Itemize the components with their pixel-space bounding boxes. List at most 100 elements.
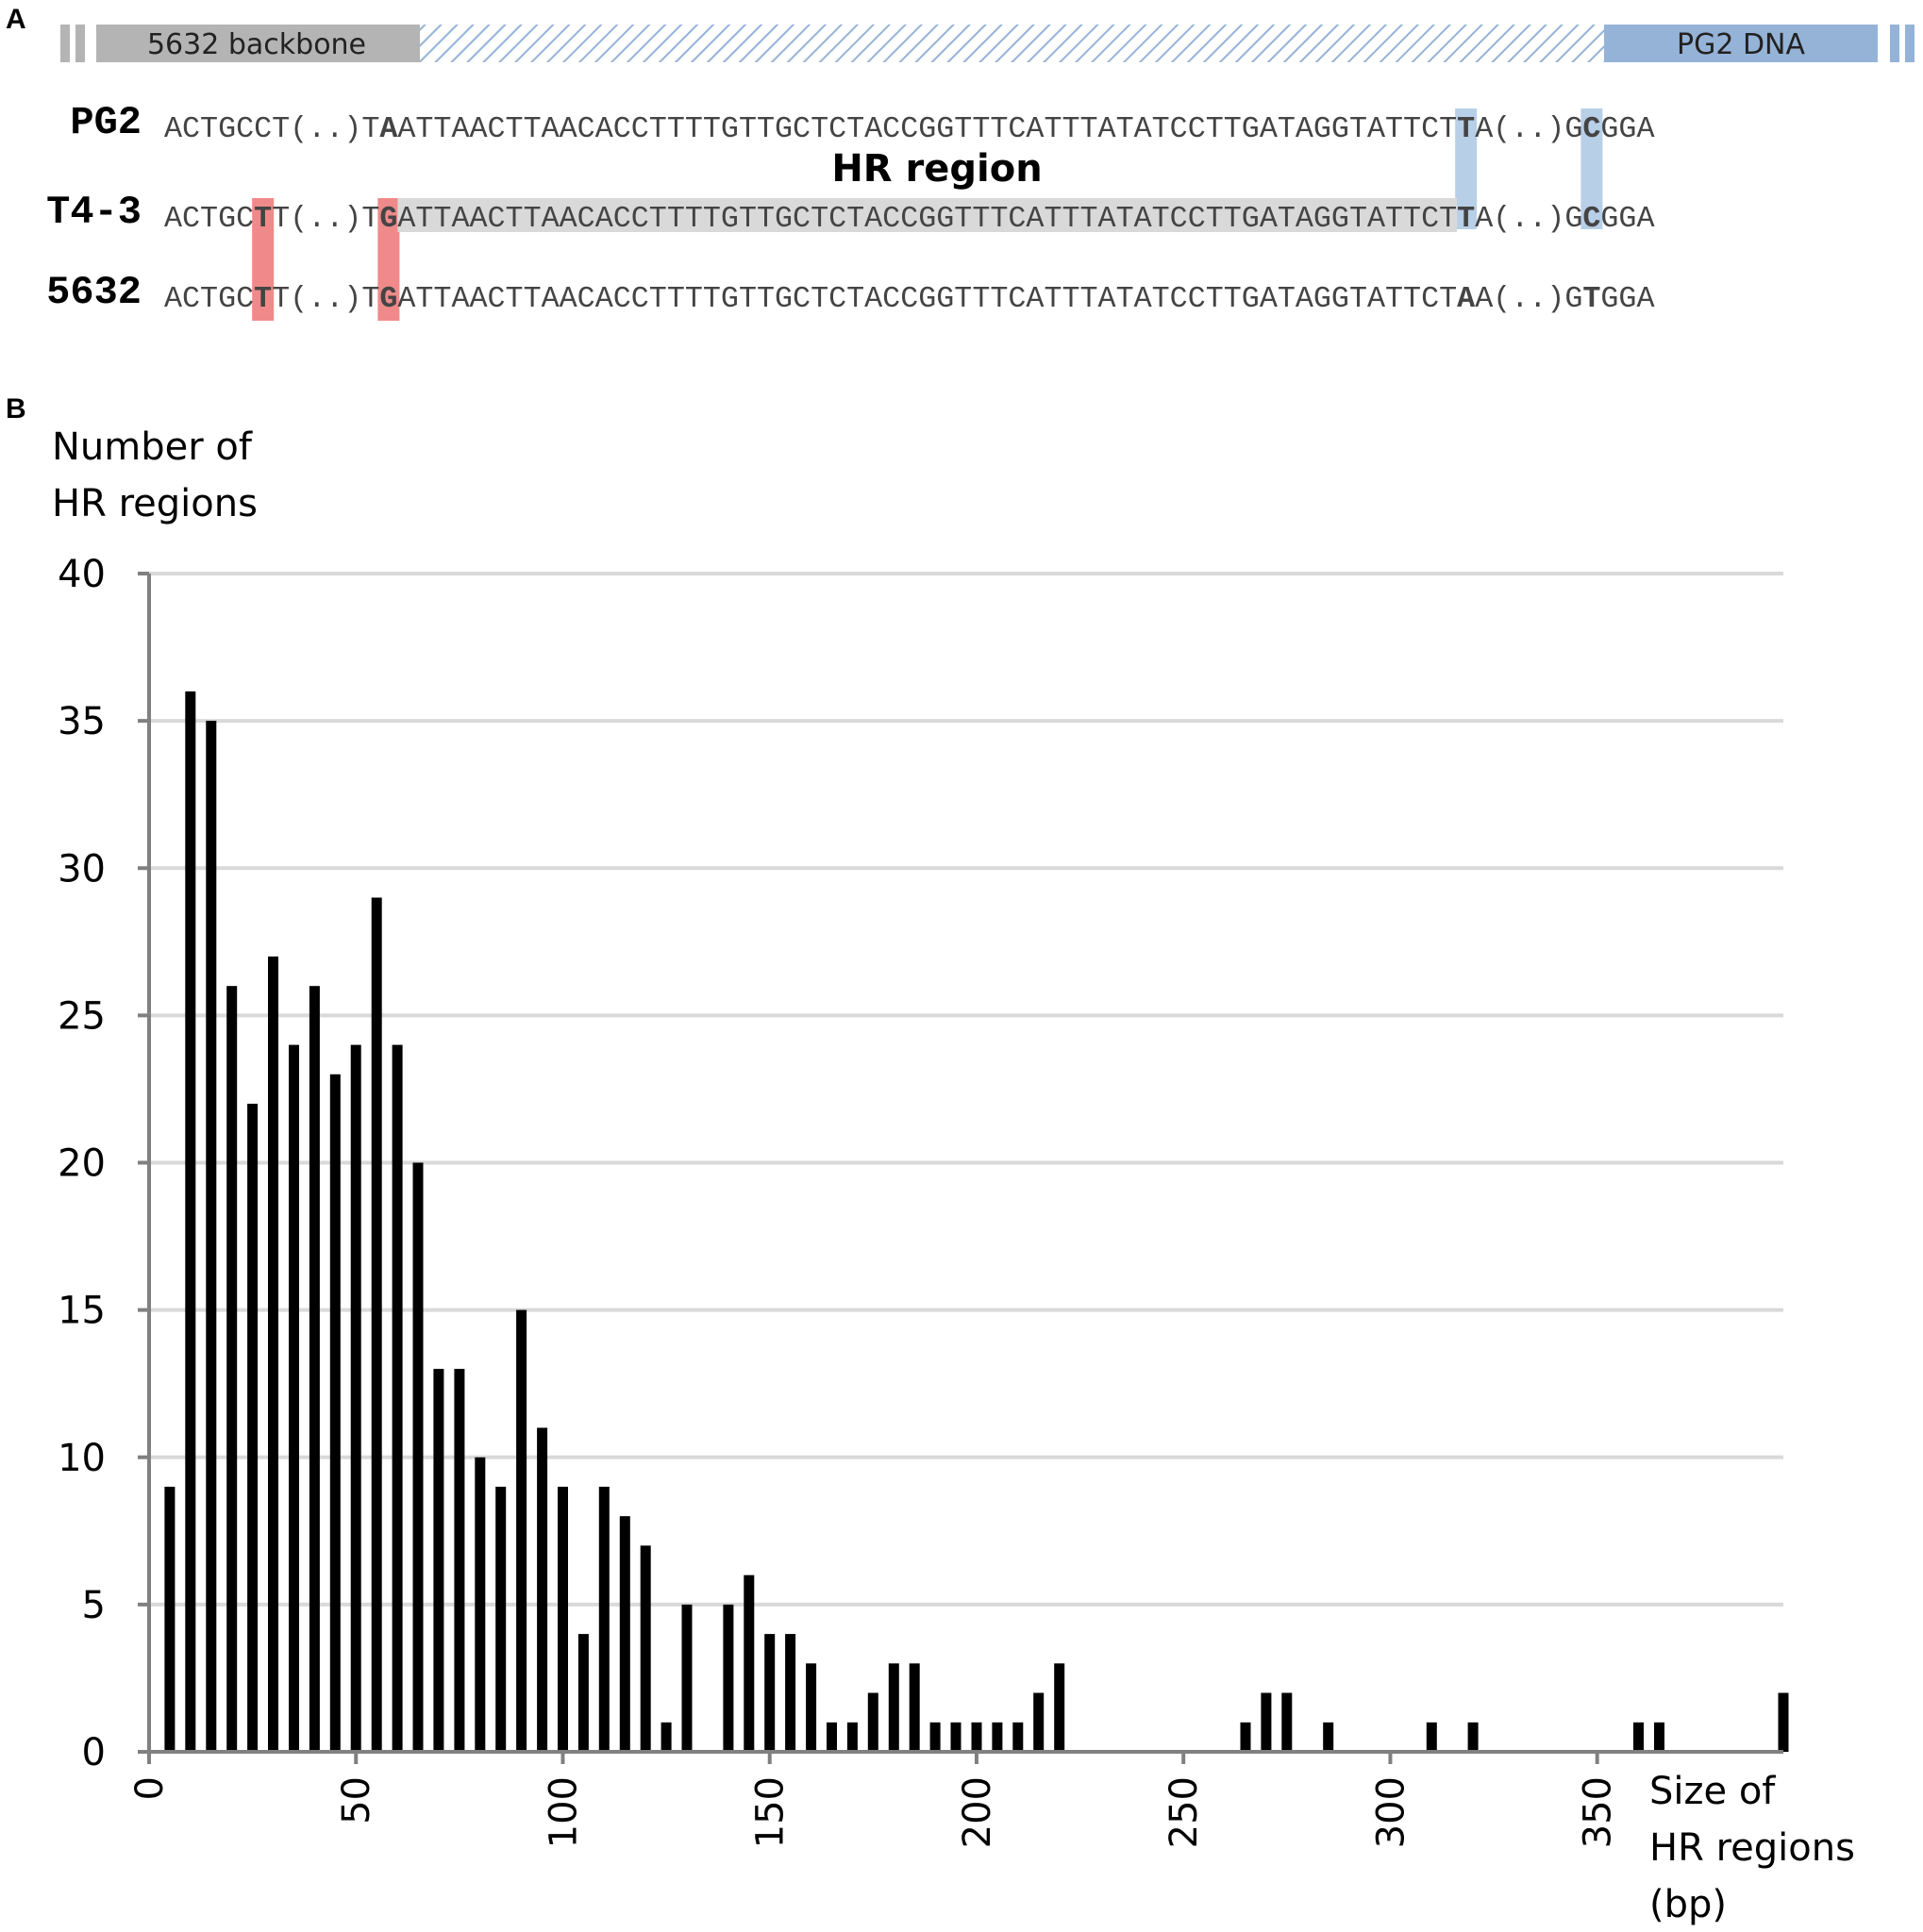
sequence-segment: T bbox=[254, 282, 272, 316]
backbone-label: 5632 backbone bbox=[147, 28, 366, 61]
bar bbox=[329, 1074, 341, 1752]
bar bbox=[1012, 1722, 1024, 1752]
gridlines bbox=[149, 572, 1783, 1607]
bar bbox=[1467, 1722, 1479, 1752]
sequence-name: PG2 bbox=[70, 100, 142, 145]
sequence-segment: G bbox=[1564, 112, 1582, 146]
bar bbox=[164, 1487, 176, 1752]
bar bbox=[950, 1722, 962, 1752]
construct-bar: 5632 backbone PG2 DNA bbox=[60, 25, 1915, 62]
sequence-segment: ACTGC bbox=[164, 282, 254, 316]
sequence-segment: T bbox=[361, 282, 379, 316]
pg2-break-right-1 bbox=[1890, 25, 1899, 62]
hr-region-label: HR region bbox=[831, 147, 1042, 191]
bar bbox=[1323, 1722, 1334, 1752]
backbone-break-left-1 bbox=[60, 25, 70, 62]
pg2-dna-label: PG2 DNA bbox=[1677, 28, 1806, 61]
sequence-segment: GGA bbox=[1600, 112, 1654, 146]
bar bbox=[226, 986, 238, 1752]
y-tick-label: 25 bbox=[58, 994, 106, 1038]
x-axis-label-line-2: HR regions bbox=[1649, 1826, 1855, 1870]
bar bbox=[764, 1634, 776, 1752]
sequence-segment: A bbox=[1475, 282, 1493, 316]
sequence-segment: (..) bbox=[290, 112, 361, 146]
x-axis-label-line-1: Size of bbox=[1649, 1770, 1776, 1813]
red-highlight bbox=[252, 198, 275, 321]
bar bbox=[1240, 1722, 1251, 1752]
y-tick-label: 15 bbox=[58, 1290, 106, 1333]
sequence-name: 5632 bbox=[46, 270, 142, 315]
y-tick-label: 35 bbox=[58, 700, 106, 743]
red-highlight bbox=[377, 198, 400, 321]
blue-highlight bbox=[1455, 108, 1478, 229]
blue-highlight bbox=[1580, 108, 1603, 229]
bar bbox=[785, 1634, 796, 1752]
bar bbox=[992, 1722, 1003, 1752]
bar bbox=[268, 956, 278, 1752]
bar bbox=[289, 1044, 299, 1752]
bar bbox=[412, 1162, 424, 1752]
bar bbox=[909, 1663, 920, 1752]
y-axis-label-line-2: HR regions bbox=[52, 482, 258, 525]
y-tick-labels: 0 5 10 15 20 25 30 35 40 bbox=[58, 553, 149, 1774]
x-tick-label: 50 bbox=[335, 1776, 378, 1824]
bar bbox=[661, 1722, 672, 1752]
bar bbox=[206, 721, 217, 1752]
sequence-segment: A bbox=[1475, 202, 1493, 236]
sequence-segment: (..) bbox=[290, 282, 361, 316]
y-axis-label-line-1: Number of bbox=[52, 425, 253, 469]
y-tick-label: 20 bbox=[58, 1142, 106, 1186]
pg2-dna-segment bbox=[1604, 25, 1878, 62]
y-tick-label: 10 bbox=[58, 1437, 106, 1480]
sequence-segment: (..) bbox=[1493, 112, 1564, 146]
bar bbox=[806, 1663, 817, 1752]
x-tick-label: 100 bbox=[542, 1776, 585, 1848]
sequence-segment: (..) bbox=[1493, 202, 1564, 236]
sequence-segment: T bbox=[272, 112, 290, 146]
pg2-break-right-2 bbox=[1905, 25, 1915, 62]
sequence-segment: T bbox=[361, 202, 379, 236]
sequence-segment: ATTAACTTAACACCTTTTGTTGCTCTACCGGTTTCATTTA… bbox=[397, 112, 1457, 146]
panel-a-letter: A bbox=[6, 4, 26, 35]
bar bbox=[454, 1369, 465, 1752]
bar bbox=[744, 1574, 755, 1752]
panel-a: A 5632 backbone PG2 DNA PG2 ACTGCC T (..) T A… bbox=[6, 4, 1915, 321]
hatched-segment bbox=[420, 25, 1604, 62]
sequence-segment: T bbox=[272, 282, 290, 316]
x-tick-label: 300 bbox=[1369, 1776, 1413, 1848]
x-tick-label: 200 bbox=[956, 1776, 999, 1848]
y-tick-label: 30 bbox=[58, 847, 106, 891]
x-tick-label: 0 bbox=[128, 1776, 172, 1800]
sequence-segment: (..) bbox=[290, 202, 361, 236]
bar bbox=[598, 1487, 610, 1752]
bar bbox=[433, 1369, 444, 1752]
sequence-segment: G bbox=[1564, 282, 1582, 316]
sequence-segment: C bbox=[1582, 202, 1600, 236]
bars bbox=[164, 691, 1789, 1753]
bar bbox=[392, 1044, 403, 1752]
sequence-segment: GGA bbox=[1600, 282, 1654, 316]
y-tick-label: 0 bbox=[82, 1731, 106, 1774]
bar bbox=[888, 1663, 899, 1752]
bar bbox=[516, 1309, 527, 1752]
bar bbox=[1261, 1692, 1272, 1752]
sequence-segment: ACTGCC bbox=[164, 112, 272, 146]
sequence-segment: (..) bbox=[1493, 282, 1564, 316]
x-tick-label: 250 bbox=[1162, 1776, 1206, 1848]
bar bbox=[495, 1487, 507, 1752]
bar bbox=[371, 897, 382, 1752]
bar bbox=[1633, 1722, 1644, 1752]
backbone-segment bbox=[96, 25, 420, 62]
x-tick-label: 150 bbox=[749, 1776, 793, 1848]
sequence-segment: T bbox=[1457, 202, 1475, 236]
bar bbox=[681, 1604, 693, 1752]
bar bbox=[1654, 1722, 1664, 1752]
sequence-segment: T bbox=[272, 202, 290, 236]
bar bbox=[350, 1044, 361, 1752]
backbone-break-left-2 bbox=[75, 25, 85, 62]
sequence-segment: ACTGC bbox=[164, 202, 254, 236]
bar bbox=[1033, 1692, 1045, 1752]
bar bbox=[640, 1545, 651, 1752]
bar bbox=[577, 1634, 589, 1752]
